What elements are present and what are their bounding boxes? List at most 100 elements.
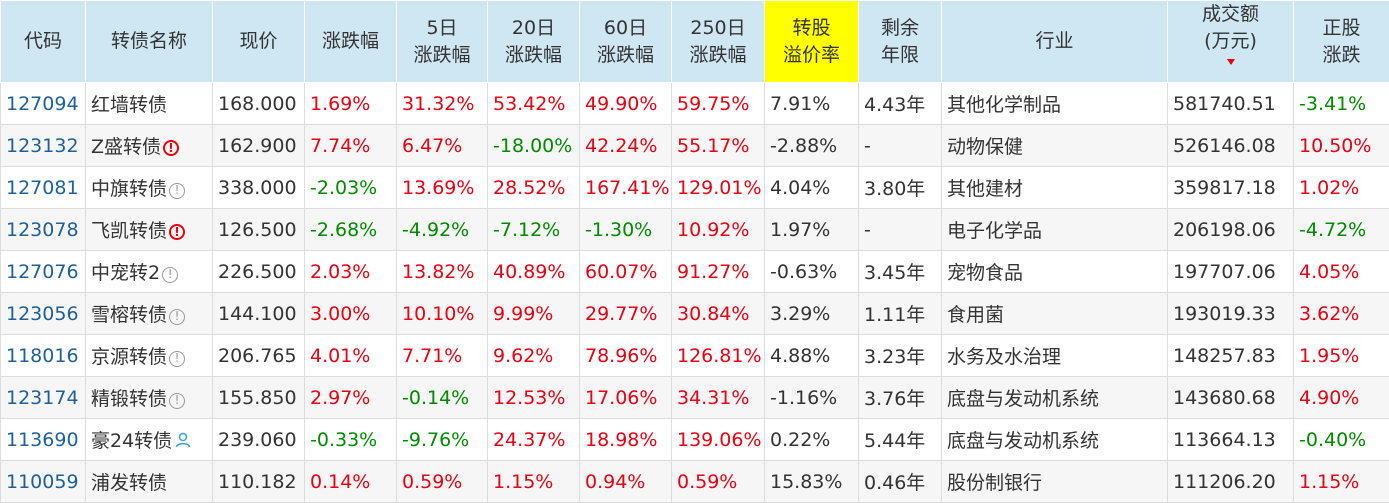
cell-industry: 其他建材 xyxy=(942,167,1168,209)
turnover-value: 526146.08 xyxy=(1173,135,1276,157)
cell-change: 2.97% xyxy=(305,377,397,419)
cell-chg20: 1.15% xyxy=(488,461,580,503)
column-header-code[interactable]: 代码 xyxy=(1,1,86,83)
info-icon[interactable]: ! xyxy=(169,351,185,367)
cell-stock_chg: -0.40% xyxy=(1294,419,1389,461)
name-value: 精锻转债 xyxy=(91,388,167,410)
column-header-chg250[interactable]: 250日涨跌幅 xyxy=(672,1,765,83)
column-header-label: 涨跌 xyxy=(1322,44,1360,66)
column-header-premium[interactable]: 转股溢价率 xyxy=(765,1,859,83)
price-value: 155.850 xyxy=(218,387,297,409)
change-value: 3.00% xyxy=(310,303,370,325)
cell-code[interactable]: 123078 xyxy=(1,209,86,251)
chg60-value: -1.30% xyxy=(585,219,652,241)
chg250-value: 91.27% xyxy=(677,261,749,283)
column-header-label: 涨跌幅 xyxy=(322,30,379,52)
info-icon[interactable]: ! xyxy=(169,309,185,325)
column-header-label: 行业 xyxy=(1035,30,1073,52)
column-header-stock_chg[interactable]: 正股涨跌 xyxy=(1294,1,1389,83)
column-header-change[interactable]: 涨跌幅 xyxy=(305,1,397,83)
cell-name[interactable]: 京源转债! xyxy=(86,335,213,377)
column-header-years[interactable]: 剩余年限 xyxy=(859,1,942,83)
warning-icon[interactable]: ! xyxy=(163,140,179,156)
cell-chg60: 17.06% xyxy=(580,377,672,419)
column-header-price[interactable]: 现价 xyxy=(213,1,305,83)
cell-name[interactable]: 雪榕转债! xyxy=(86,293,213,335)
cell-name[interactable]: 浦发转债 xyxy=(86,461,213,503)
cell-premium: 4.04% xyxy=(765,167,859,209)
turnover-value: 197707.06 xyxy=(1173,261,1276,283)
cell-code[interactable]: 123174 xyxy=(1,377,86,419)
chg20-value: 12.53% xyxy=(493,387,565,409)
years-value: 3.80年 xyxy=(864,178,925,200)
cell-price: 144.100 xyxy=(213,293,305,335)
name-value: 豪24转债 xyxy=(91,430,172,452)
cell-code[interactable]: 123132 xyxy=(1,125,86,167)
cell-name[interactable]: 红墙转债 xyxy=(86,83,213,125)
industry-value: 宠物食品 xyxy=(947,262,1023,284)
cell-turnover: 148257.83 xyxy=(1168,335,1294,377)
cell-chg250: 126.81% xyxy=(672,335,765,377)
cell-code[interactable]: 123056 xyxy=(1,293,86,335)
info-icon[interactable]: ! xyxy=(169,393,185,409)
column-header-chg5[interactable]: 5日涨跌幅 xyxy=(397,1,488,83)
chg60-value: 49.90% xyxy=(585,93,657,115)
cell-code[interactable]: 110059 xyxy=(1,461,86,503)
cell-stock_chg: 1.95% xyxy=(1294,335,1389,377)
column-header-name[interactable]: 转债名称 xyxy=(86,1,213,83)
cell-price: 110.182 xyxy=(213,461,305,503)
column-header-chg20[interactable]: 20日涨跌幅 xyxy=(488,1,580,83)
premium-value: 7.91% xyxy=(770,93,830,115)
column-header-industry[interactable]: 行业 xyxy=(942,1,1168,83)
chg5-value: 13.69% xyxy=(402,177,474,199)
cell-price: 155.850 xyxy=(213,377,305,419)
cell-code[interactable]: 113690 xyxy=(1,419,86,461)
column-header-turnover[interactable]: 成交额(万元) xyxy=(1168,1,1294,83)
cell-change: 4.01% xyxy=(305,335,397,377)
cell-name[interactable]: 中旗转债! xyxy=(86,167,213,209)
cell-code[interactable]: 118016 xyxy=(1,335,86,377)
stock_chg-value: 4.90% xyxy=(1299,387,1359,409)
price-value: 226.500 xyxy=(218,261,297,283)
warning-icon[interactable]: ! xyxy=(169,224,185,240)
cell-chg20: 24.37% xyxy=(488,419,580,461)
industry-value: 其他化学制品 xyxy=(947,94,1061,116)
column-header-chg60[interactable]: 60日涨跌幅 xyxy=(580,1,672,83)
cell-chg60: 18.98% xyxy=(580,419,672,461)
price-value: 168.000 xyxy=(218,93,297,115)
chg60-value: 0.94% xyxy=(585,471,645,493)
chg250-value: 126.81% xyxy=(677,345,762,367)
cell-stock_chg: -3.41% xyxy=(1294,83,1389,125)
column-header-label: 20日 xyxy=(512,17,555,39)
chg20-value: 28.52% xyxy=(493,177,565,199)
chg20-value: -7.12% xyxy=(493,219,560,241)
cell-name[interactable]: 飞凯转债! xyxy=(86,209,213,251)
info-icon[interactable]: ! xyxy=(169,183,185,199)
turnover-value: 148257.83 xyxy=(1173,345,1276,367)
info-icon[interactable]: ! xyxy=(162,267,178,283)
user-icon[interactable] xyxy=(174,431,192,449)
cell-code[interactable]: 127081 xyxy=(1,167,86,209)
chg250-value: 129.01% xyxy=(677,177,762,199)
cell-name[interactable]: 豪24转债 xyxy=(86,419,213,461)
cell-name[interactable]: 精锻转债! xyxy=(86,377,213,419)
stock_chg-value: -0.40% xyxy=(1299,429,1366,451)
cell-chg5: 13.82% xyxy=(397,251,488,293)
cell-code[interactable]: 127076 xyxy=(1,251,86,293)
years-value: 3.45年 xyxy=(864,262,925,284)
code-value: 123174 xyxy=(6,387,79,409)
cell-code[interactable]: 127094 xyxy=(1,83,86,125)
price-value: 162.900 xyxy=(218,135,297,157)
cell-name[interactable]: 中宠转2! xyxy=(86,251,213,293)
cell-name[interactable]: Z盛转债! xyxy=(86,125,213,167)
